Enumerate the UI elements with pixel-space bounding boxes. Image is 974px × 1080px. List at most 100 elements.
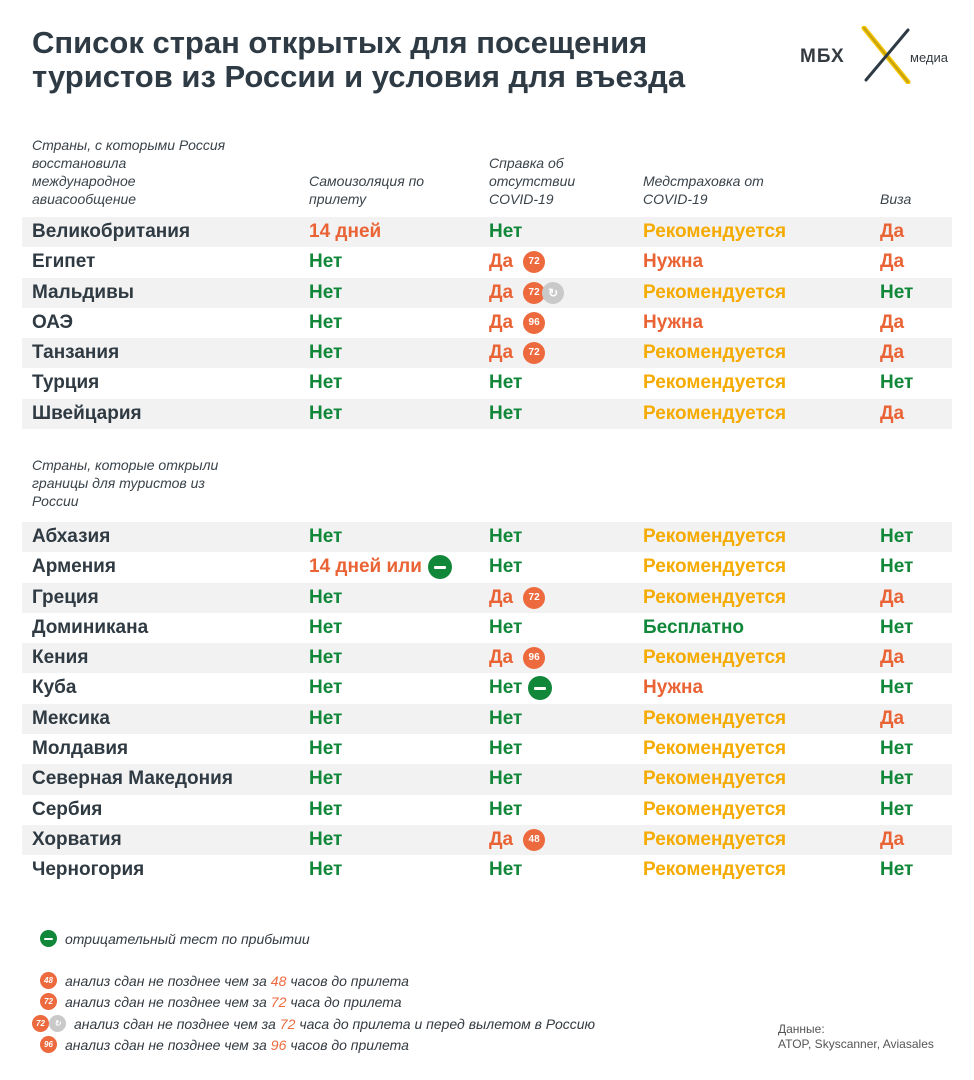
legend-item: 72 ↻ анализ сдан не позднее чем за 72 часа д…	[32, 1015, 595, 1032]
table-row: Турция Нет Нет Рекомендуется Нет	[22, 368, 952, 398]
col-header-insurance: Медстраховка от COVID-19	[643, 173, 764, 207]
certificate-cell: Да 72	[489, 338, 546, 368]
legend-text-post: часов до прилета	[290, 972, 409, 989]
isolation-value: Нет	[309, 402, 343, 424]
insurance-value: Нужна	[643, 251, 704, 273]
certificate-value: Нет	[489, 768, 523, 790]
isolation-value: Нет	[309, 738, 343, 760]
visa-value: Нет	[880, 526, 914, 547]
insurance-value: Рекомендуется	[643, 798, 787, 820]
country-name: Греция	[32, 586, 99, 608]
legend-text-post: часов до прилета	[290, 1036, 409, 1053]
table-row: Мальдивы Нет Да 72 ↻ Рекомендуется Нет	[22, 277, 952, 308]
visa-value: Нет	[880, 859, 914, 881]
certificate-value: Да	[489, 586, 514, 608]
table-row: Швейцария Нет Нет Рекомендуется Да	[22, 398, 952, 430]
country-name: Абхазия	[32, 526, 111, 547]
badge-group: 48	[40, 972, 57, 989]
country-name: Швейцария	[32, 402, 142, 424]
col-header-visa: Виза	[880, 191, 912, 207]
visa-value: Нет	[880, 738, 914, 760]
insurance-value: Рекомендуется	[643, 342, 787, 364]
negative-test-icon	[528, 676, 553, 701]
legend-text-pre: анализ сдан не позднее чем за	[65, 993, 267, 1010]
country-name: Молдавия	[32, 738, 129, 760]
col-header-isolation: Самоизоляция по прилету	[309, 173, 425, 207]
insurance-value: Рекомендуется	[643, 526, 787, 547]
section2-table: Абхазия Нет Нет Рекомендуется Нет Армения 14 д…	[22, 522, 952, 886]
legend-negative-test-text: отрицательный тест по прибытии	[65, 930, 310, 947]
isolation-value: Нет	[309, 707, 343, 729]
isolation-value: Нет	[309, 526, 343, 547]
certificate-value: Нет	[489, 738, 523, 760]
visa-value: Да	[880, 586, 905, 608]
country-name: Мексика	[32, 707, 110, 729]
country-name: Мальдивы	[32, 281, 135, 303]
negative-test-icon	[427, 555, 452, 580]
certificate-cell: Нет	[489, 795, 522, 825]
visa-value: Да	[880, 311, 905, 333]
insurance-value: Рекомендуется	[643, 372, 787, 394]
section1-table: Великобритания 14 дней Нет Рекомендуется Да Е…	[22, 217, 952, 430]
certificate-cell: Да 72	[489, 247, 546, 277]
country-name: Сербия	[32, 798, 103, 820]
certificate-cell: Нет	[489, 613, 522, 643]
certificate-cell: Нет	[489, 764, 522, 794]
country-name: Куба	[32, 677, 77, 699]
badge-group: 48	[513, 828, 546, 851]
section1-header: Страны, с которыми Россия восстановила м…	[32, 137, 226, 207]
badge-group: 72 ↻	[32, 1015, 66, 1032]
certificate-cell: Нет	[489, 217, 522, 247]
table-row: Греция Нет Да 72 Рекомендуется Да	[22, 582, 952, 613]
table-row: Египет Нет Да 72 Нужна Да	[22, 247, 952, 277]
insurance-value: Рекомендуется	[643, 828, 787, 850]
insurance-value: Рекомендуется	[643, 586, 787, 608]
hours-72-badge: 72	[523, 281, 546, 304]
table-row: Доминикана Нет Нет Бесплатно Нет	[22, 613, 952, 643]
isolation-cell: Нет	[309, 338, 342, 368]
legend-item: 72 анализ сдан не позднее чем за 72 часа до…	[40, 993, 402, 1010]
col-header-certificate: Справка об отсутствии COVID-19	[489, 155, 576, 207]
isolation-value: Нет	[309, 311, 343, 333]
insurance-value: Рекомендуется	[643, 738, 787, 760]
hours-96-badge: 96	[523, 647, 546, 670]
isolation-cell: Нет	[309, 704, 342, 734]
isolation-cell: Нет	[309, 643, 342, 673]
isolation-value: Нет	[309, 342, 343, 364]
table-row: Хорватия Нет Да 48 Рекомендуется Да	[22, 824, 952, 856]
isolation-value: Нет	[309, 616, 343, 638]
table-row: Кения Нет Да 96 Рекомендуется Да	[22, 643, 952, 674]
visa-value: Нет	[880, 798, 914, 820]
certificate-value: Да	[489, 828, 514, 850]
legend-text-post: часа до прилета и перед вылетом в Россию	[299, 1015, 596, 1032]
visa-value: Нет	[880, 281, 914, 303]
isolation-value: Нет	[309, 798, 343, 820]
certificate-cell: Нет	[489, 855, 522, 885]
hours-96-badge: 96	[523, 311, 546, 334]
legend-text-pre: анализ сдан не позднее чем за	[65, 972, 267, 989]
table-row: Армения 14 дней или Нет Рекомендуется Нет	[22, 552, 952, 582]
isolation-value: 14 дней или	[309, 556, 422, 578]
visa-value: Да	[880, 221, 905, 242]
isolation-value: Нет	[309, 586, 343, 608]
certificate-value: Нет	[489, 677, 523, 699]
isolation-cell: Нет	[309, 734, 342, 764]
isolation-cell: Нет	[309, 825, 342, 855]
section2-header: Страны, которые открыли границы для тури…	[32, 457, 219, 509]
isolation-cell: Нет	[309, 399, 342, 429]
badge-group: 72	[513, 251, 546, 274]
isolation-cell: 14 дней	[309, 217, 381, 247]
certificate-cell: Да 48	[489, 825, 546, 855]
certificate-cell: Нет	[489, 552, 522, 582]
insurance-value: Рекомендуется	[643, 556, 787, 578]
insurance-value: Нужна	[643, 677, 704, 699]
visa-value: Нет	[880, 556, 914, 578]
insurance-value: Рекомендуется	[643, 859, 787, 881]
certificate-cell: Да 72 ↻	[489, 278, 565, 308]
table-row: Северная Македония Нет Нет Рекомендуется Нет	[22, 764, 952, 795]
hours-72-badge: 72	[40, 993, 57, 1010]
certificate-cell: Нет	[489, 399, 522, 429]
certificate-value: Нет	[489, 707, 523, 729]
legend-hours: 72	[279, 1015, 296, 1032]
visa-value: Нет	[880, 768, 914, 790]
